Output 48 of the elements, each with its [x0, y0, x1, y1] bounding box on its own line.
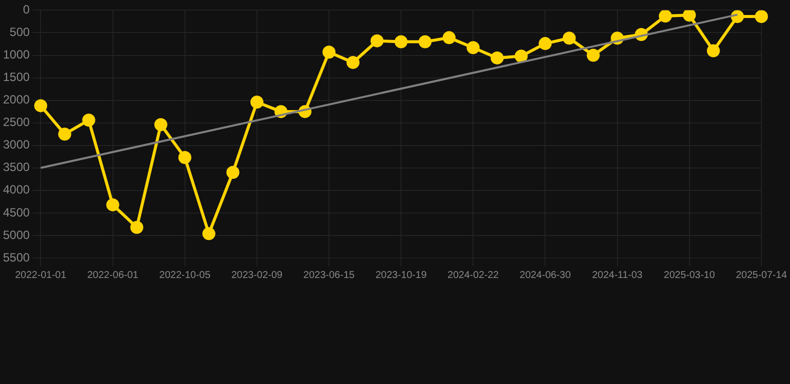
- point: [154, 118, 168, 132]
- point: [514, 50, 528, 63]
- point: [58, 128, 72, 141]
- point: [130, 220, 144, 234]
- y-tick-label: 3500: [2, 160, 30, 174]
- y-tick-label: 5500: [2, 250, 30, 264]
- y-tick-label: 2500: [2, 115, 30, 130]
- x-tick-label: 2023-06-15: [303, 270, 355, 281]
- point: [346, 56, 360, 69]
- point: [490, 51, 504, 64]
- point: [562, 32, 576, 45]
- x-tick-label: 2022-10-05: [159, 270, 211, 281]
- point: [682, 10, 696, 22]
- point: [538, 37, 552, 50]
- point: [706, 44, 720, 58]
- point: [586, 48, 600, 62]
- point: [178, 151, 192, 164]
- x-tick-label: 2022-01-01: [15, 270, 67, 281]
- y-tick-label: 4000: [2, 182, 30, 197]
- point: [442, 31, 456, 44]
- point: [322, 46, 336, 59]
- x-tick-label: 2025-03-10: [664, 270, 716, 281]
- y-tick-label: 4500: [2, 205, 30, 220]
- x-tick-label: 2022-06-01: [87, 270, 139, 281]
- point: [82, 114, 96, 127]
- point: [226, 166, 240, 179]
- x-tick-label: 2024-06-30: [520, 270, 572, 281]
- point: [370, 34, 384, 48]
- x-tick-label: 2024-02-22: [448, 270, 500, 281]
- point: [250, 96, 264, 109]
- y-tick-label: 2000: [2, 92, 30, 107]
- x-tick-label: 2023-10-19: [375, 270, 428, 281]
- point: [658, 10, 672, 23]
- point: [466, 41, 480, 54]
- point: [202, 227, 216, 240]
- point: [418, 35, 432, 48]
- point: [394, 35, 408, 48]
- y-tick-label: 1000: [2, 48, 30, 62]
- x-tick-label: 2025-07-14: [736, 270, 788, 281]
- x-tick-label: 2023-02-09: [231, 270, 283, 281]
- y-tick-label: 5000: [2, 228, 30, 242]
- y-tick-label: 0: [23, 2, 30, 17]
- x-tick-label: 2024-11-03: [592, 270, 643, 281]
- y-tick-label: 3000: [2, 138, 30, 152]
- point: [106, 198, 120, 212]
- y-tick-label: 500: [10, 25, 30, 40]
- y-tick-label: 1500: [2, 70, 30, 84]
- point: [754, 10, 768, 24]
